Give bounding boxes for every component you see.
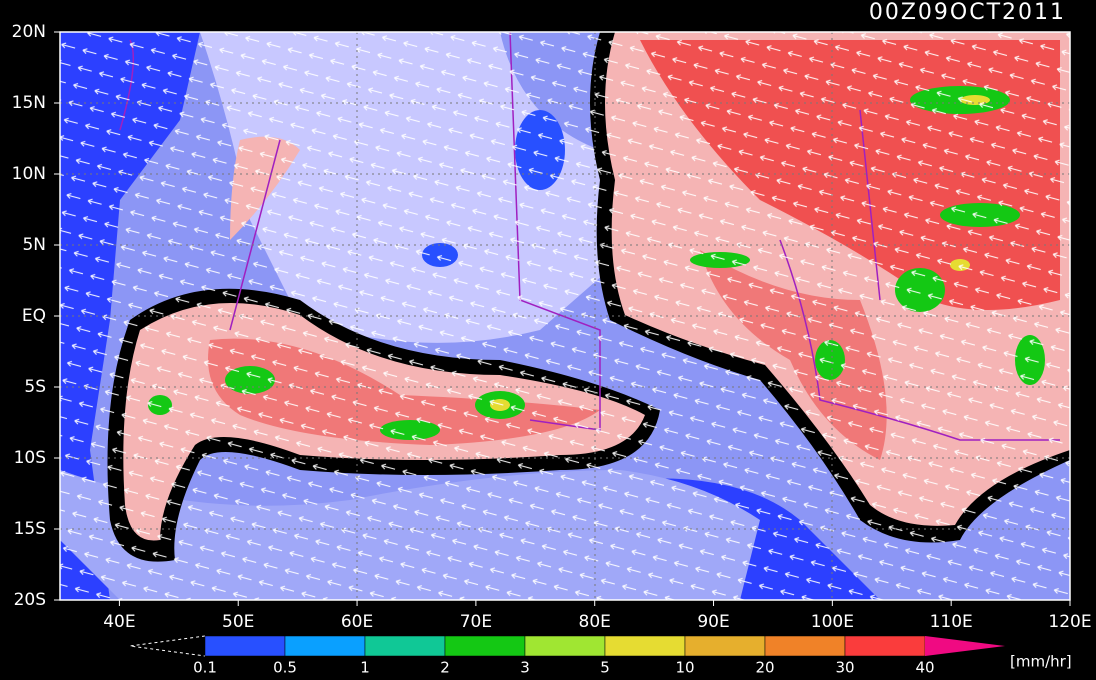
lon-label: 70E bbox=[460, 612, 492, 632]
colorbar-label: 3 bbox=[520, 659, 530, 677]
colorbar-label: 0.5 bbox=[273, 659, 297, 677]
colorbar-segment bbox=[444, 635, 526, 657]
lon-label: 60E bbox=[341, 612, 373, 632]
colorbar-segment bbox=[524, 635, 606, 657]
colorbar-label: 10 bbox=[675, 659, 694, 677]
lat-label: 5S bbox=[24, 377, 46, 397]
colorbar-over bbox=[925, 636, 1005, 656]
colorbar-segment bbox=[284, 635, 366, 657]
lon-label: 50E bbox=[222, 612, 254, 632]
colorbar-label: 5 bbox=[600, 659, 610, 677]
lat-label: 10S bbox=[14, 448, 46, 468]
lat-label: EQ bbox=[22, 306, 46, 326]
colorbar-segment bbox=[204, 635, 286, 657]
lat-label: 15N bbox=[12, 93, 46, 113]
lat-label: 20S bbox=[14, 590, 46, 610]
map-title: 00Z09OCT2011 bbox=[869, 0, 1066, 25]
colorbar-label: 0.1 bbox=[193, 659, 217, 677]
colorbar-under bbox=[129, 635, 206, 657]
colorbar-segment bbox=[764, 635, 846, 657]
colorbar-segment bbox=[604, 635, 686, 657]
lon-label: 110E bbox=[930, 612, 973, 632]
colorbar-unit: [mm/hr] bbox=[1010, 653, 1072, 671]
colorbar-segment bbox=[844, 635, 926, 657]
colorbar-label: 30 bbox=[835, 659, 854, 677]
lat-label: 20N bbox=[12, 22, 46, 42]
lon-label: 90E bbox=[697, 612, 729, 632]
colorbar-label: 1 bbox=[360, 659, 370, 677]
lon-label: 80E bbox=[579, 612, 611, 632]
lat-label: 10N bbox=[12, 164, 46, 184]
lon-label: 40E bbox=[103, 612, 135, 632]
colorbar-segment bbox=[684, 635, 766, 657]
colorbar-label: 40 bbox=[915, 659, 934, 677]
lon-label: 100E bbox=[811, 612, 854, 632]
colorbar-label: 2 bbox=[440, 659, 450, 677]
lon-label: 120E bbox=[1048, 612, 1091, 632]
colorbar-label: 20 bbox=[755, 659, 774, 677]
precip-field bbox=[60, 32, 1070, 600]
lat-label: 5N bbox=[22, 235, 46, 255]
colorbar-segment bbox=[364, 635, 446, 657]
lat-label: 15S bbox=[14, 519, 46, 539]
